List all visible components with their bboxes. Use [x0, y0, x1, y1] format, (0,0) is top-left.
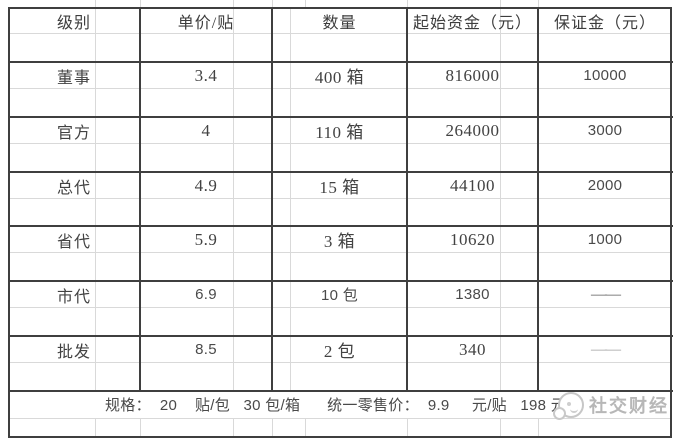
cell-starting-capital: 816000	[445, 65, 500, 85]
gridline	[9, 88, 672, 89]
header-quantity: 数量	[322, 15, 357, 32]
cell-starting-capital: 340	[459, 339, 486, 359]
column-divider	[406, 7, 408, 392]
row-divider	[8, 171, 673, 173]
row-divider	[8, 116, 673, 118]
cell-quantity: 3 箱	[323, 232, 356, 251]
cell-quantity: 110 箱	[315, 123, 364, 142]
cell-deposit: ——	[591, 340, 621, 358]
row-divider	[8, 225, 673, 227]
cell-level: 官方	[56, 124, 91, 142]
cell-level: 省代	[56, 233, 91, 251]
header-deposit: 保证金（元）	[553, 15, 656, 32]
row-divider	[8, 280, 673, 282]
watermark-text: 社交财经	[589, 396, 669, 416]
gridline	[290, 7, 291, 390]
cell-quantity: 15 箱	[319, 178, 360, 197]
cell-deposit: 10000	[583, 67, 627, 84]
cell-unit-price: 4	[201, 120, 211, 140]
cell-deposit: 2000	[587, 177, 623, 194]
logo-mouth-arc	[570, 407, 578, 413]
gridline-stub	[500, 418, 501, 438]
cell-unit-price: 8.5	[195, 341, 217, 358]
gridline-stub	[305, 418, 306, 438]
cell-level: 董事	[56, 69, 91, 87]
cell-deposit: 1000	[587, 231, 623, 248]
column-divider	[271, 7, 273, 392]
gridline	[9, 418, 672, 419]
gridline	[95, 7, 96, 390]
gridline-stub	[233, 0, 234, 7]
header-level: 级别	[56, 15, 91, 32]
gridline-stub	[95, 0, 96, 7]
cell-deposit: 3000	[587, 122, 623, 139]
logo-eye-dot	[567, 402, 571, 406]
gridline	[9, 252, 672, 253]
gridline-stub	[233, 418, 234, 438]
cell-unit-price: 4.9	[194, 175, 218, 195]
gridline	[9, 198, 672, 199]
cell-starting-capital: 10620	[450, 229, 495, 249]
cell-level: 批发	[56, 343, 91, 361]
header-unit-price: 单价/贴	[177, 15, 235, 32]
spec-footer: 规格： 20 贴/包 30 包/箱 统一零售价： 9.9 元/贴 198 元/	[105, 396, 571, 414]
cell-quantity: 2 包	[323, 342, 356, 361]
cell-level: 市代	[56, 288, 91, 306]
cell-starting-capital: 44100	[450, 175, 495, 195]
gridline-stub	[95, 418, 96, 438]
column-divider	[537, 7, 539, 392]
table-border	[8, 7, 672, 438]
gridline-stub	[500, 0, 501, 7]
watermark: 社交财经	[553, 392, 669, 420]
gridline	[233, 7, 234, 390]
cell-quantity: 10 包	[320, 287, 359, 304]
row-divider	[8, 335, 673, 337]
column-divider	[139, 7, 141, 392]
gridline-stub	[407, 418, 408, 438]
row-divider	[8, 390, 673, 392]
gridline-stub	[538, 418, 539, 438]
logo-small-circle	[553, 407, 566, 420]
gridline-stub	[407, 0, 408, 7]
gridline	[9, 307, 672, 308]
gridline-stub	[140, 418, 141, 438]
header-starting-capital: 起始资金（元）	[412, 15, 532, 32]
gridline-stub	[305, 0, 306, 7]
gridline	[9, 33, 672, 34]
cell-unit-price: 6.9	[195, 286, 217, 303]
gridline-stub	[538, 0, 539, 7]
cell-deposit: ——	[591, 285, 621, 303]
gridline-stub	[272, 0, 273, 7]
gridline	[500, 7, 501, 390]
cell-unit-price: 3.4	[194, 65, 218, 85]
watermark-logo-icon	[553, 392, 584, 420]
cell-unit-price: 5.9	[194, 229, 218, 249]
gridline-stub	[140, 0, 141, 7]
cell-quantity: 400 箱	[314, 68, 365, 87]
cell-level: 总代	[56, 179, 91, 197]
gridline	[9, 362, 672, 363]
gridline-stub	[272, 418, 273, 438]
row-divider	[8, 61, 673, 63]
cell-starting-capital: 1380	[455, 286, 490, 303]
gridline	[9, 143, 672, 144]
cell-starting-capital: 264000	[445, 120, 500, 140]
